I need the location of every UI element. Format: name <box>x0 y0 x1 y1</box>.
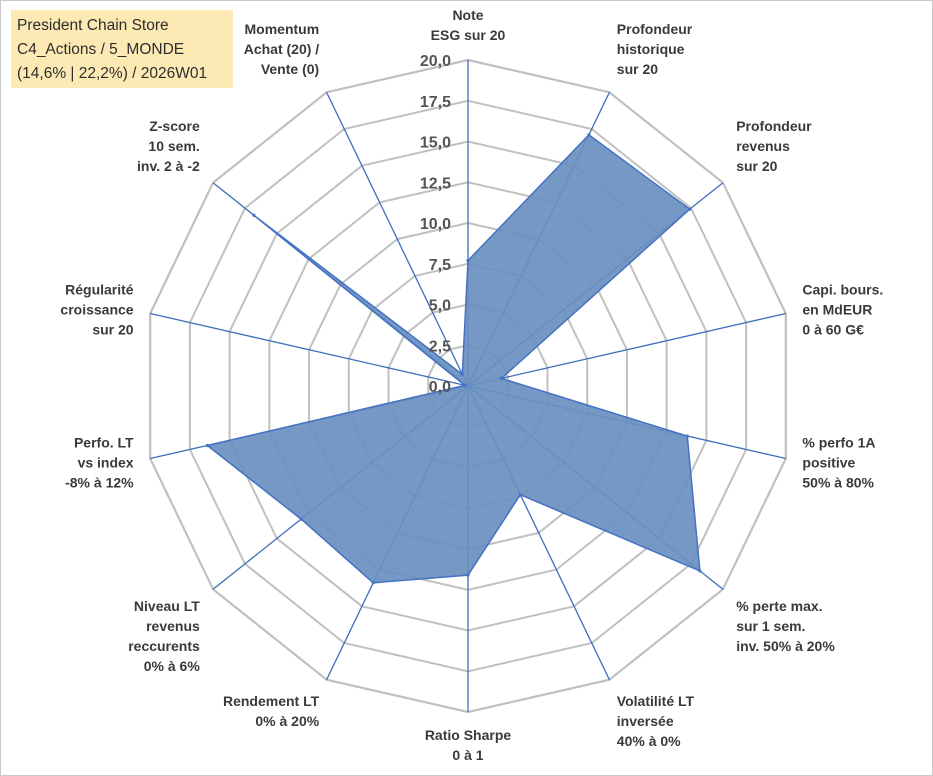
axis-label-1-line-1: historique <box>617 41 685 57</box>
info-category: C4_Actions / 5_MONDE <box>17 41 185 58</box>
tick-label-6: 15,0 <box>420 135 451 152</box>
info-stats: (14,6% | 22,2%) / 2026W01 <box>17 65 208 82</box>
tick-label-1: 2,5 <box>429 338 451 355</box>
axis-label-9-line-0: Niveau LT <box>134 598 200 614</box>
tick-label-5: 12,5 <box>420 175 451 192</box>
tick-label-8: 20,0 <box>420 53 451 70</box>
series-point-4 <box>685 434 689 438</box>
axis-label-10: Perfo. LT vs index -8% à 12% <box>65 434 134 490</box>
tick-label-3: 7,5 <box>429 257 451 274</box>
axis-label-3-line-0: Capi. bours. <box>802 282 883 298</box>
radar-axis-labels: Note ESG sur 20 Profondeur historique sur 20… <box>60 7 883 763</box>
series-point-3 <box>499 376 503 380</box>
axis-label-4: % perfo 1A positive 50% à 80% <box>802 434 875 490</box>
series-point-12 <box>252 213 256 217</box>
axis-label-8-line-0: Rendement LT <box>223 693 320 709</box>
series-point-7 <box>466 573 470 577</box>
axis-label-8: Rendement LT 0% à 20% <box>223 693 320 729</box>
axis-label-13-line-2: Vente (0) <box>261 61 319 77</box>
tick-label-4: 10,0 <box>420 216 451 233</box>
axis-label-1-line-0: Profondeur <box>617 21 693 37</box>
axis-label-6-line-2: 40% à 0% <box>617 733 681 749</box>
spoke-11 <box>150 312 469 387</box>
radar-series <box>205 133 702 585</box>
info-title: President Chain Store <box>17 17 169 34</box>
axis-label-10-line-1: vs index <box>78 454 134 470</box>
tick-label-7: 17,5 <box>420 94 451 111</box>
axis-label-12: Z-score 10 sem. inv. 2 à -2 <box>137 118 200 174</box>
axis-label-5-line-2: inv. 50% à 20% <box>736 638 835 654</box>
axis-label-12-line-0: Z-score <box>149 118 200 134</box>
axis-label-6-line-1: inversée <box>617 713 674 729</box>
series-point-10 <box>205 443 209 448</box>
axis-label-2-line-2: sur 20 <box>736 158 777 174</box>
axis-label-10-line-2: -8% à 12% <box>65 474 134 490</box>
axis-label-4-line-2: 50% à 80% <box>802 474 874 490</box>
axis-label-9: Niveau LT revenus reccurents 0% à 6% <box>128 598 200 674</box>
axis-label-6-line-0: Volatilité LT <box>617 693 695 709</box>
axis-label-12-line-2: inv. 2 à -2 <box>137 158 200 174</box>
axis-label-7-line-0: Ratio Sharpe <box>425 727 512 743</box>
axis-label-13: Momentum Achat (20) / Vente (0) <box>244 21 320 77</box>
axis-label-4-line-1: positive <box>802 454 855 470</box>
axis-label-5-line-1: sur 1 sem. <box>736 618 805 634</box>
axis-label-3-line-1: en MdEUR <box>802 302 872 318</box>
axis-label-9-line-2: reccurents <box>128 638 200 654</box>
radar-tick-labels: 0,0 2,5 5,0 7,5 10,0 12,5 15,0 17,5 20,0 <box>420 53 451 396</box>
axis-label-11-line-2: sur 20 <box>92 322 133 338</box>
axis-label-5: % perte max. sur 1 sem. inv. 50% à 20% <box>736 598 835 654</box>
axis-label-7-line-1: 0 à 1 <box>452 747 483 763</box>
axis-label-12-line-1: 10 sem. <box>148 138 199 154</box>
axis-label-1: Profondeur historique sur 20 <box>617 21 693 77</box>
axis-label-0-line-0: Note <box>452 7 483 23</box>
axis-label-10-line-0: Perfo. LT <box>74 434 134 450</box>
spoke-13 <box>326 92 469 387</box>
axis-label-2-line-0: Profondeur <box>736 118 812 134</box>
tick-label-2: 5,0 <box>429 298 451 315</box>
series-point-6 <box>518 493 522 497</box>
axis-label-5-line-0: % perte max. <box>736 598 822 614</box>
axis-label-3: Capi. bours. en MdEUR 0 à 60 G€ <box>802 282 883 338</box>
axis-label-2: Profondeur revenus sur 20 <box>736 118 812 174</box>
axis-label-9-line-3: 0% à 6% <box>144 658 201 674</box>
axis-label-11-line-1: croissance <box>60 302 133 318</box>
axis-label-13-line-0: Momentum <box>245 21 320 37</box>
tick-label-0: 0,0 <box>429 379 451 396</box>
axis-label-7: Ratio Sharpe 0 à 1 <box>425 727 512 763</box>
axis-label-4-line-0: % perfo 1A <box>802 434 875 450</box>
axis-label-0-line-1: ESG sur 20 <box>431 27 506 43</box>
series-point-1 <box>587 133 591 137</box>
info-box: President Chain Store C4_Actions / 5_MON… <box>11 10 233 88</box>
axis-label-8-line-1: 0% à 20% <box>255 713 319 729</box>
axis-label-1-line-2: sur 20 <box>617 61 658 77</box>
axis-label-2-line-1: revenus <box>736 138 790 154</box>
series-point-8 <box>371 581 375 585</box>
axis-label-9-line-1: revenus <box>146 618 200 634</box>
axis-label-11: Régularité croissance sur 20 <box>60 282 133 338</box>
spoke-3 <box>467 312 786 387</box>
series-point-9 <box>299 517 303 521</box>
series-point-5 <box>698 569 702 573</box>
axis-label-0: Note ESG sur 20 <box>431 7 506 43</box>
axis-label-11-line-0: Régularité <box>65 282 134 298</box>
series-point-11 <box>463 383 467 387</box>
axis-label-13-line-1: Achat (20) / <box>244 41 320 57</box>
series-point-0 <box>466 258 470 263</box>
series-point-2 <box>688 207 692 211</box>
axis-label-3-line-2: 0 à 60 G€ <box>802 322 864 338</box>
series-point-13 <box>460 372 464 376</box>
axis-label-6: Volatilité LT inversée 40% à 0% <box>617 693 695 749</box>
